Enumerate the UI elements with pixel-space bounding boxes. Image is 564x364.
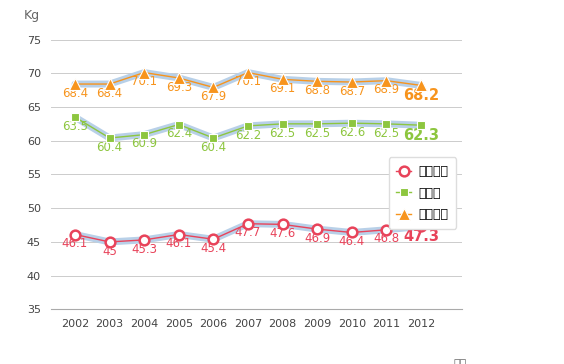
Text: 70.1: 70.1 <box>131 75 157 88</box>
Text: 46.4: 46.4 <box>338 235 365 248</box>
Text: 62.6: 62.6 <box>338 126 365 139</box>
Text: 69.3: 69.3 <box>166 81 192 94</box>
Text: 47.3: 47.3 <box>403 229 439 244</box>
Text: 연도
(Year): 연도 (Year) <box>434 359 466 364</box>
Text: 60.4: 60.4 <box>200 141 226 154</box>
Text: 60.4: 60.4 <box>96 141 122 154</box>
Text: 46.1: 46.1 <box>62 237 88 250</box>
Text: 62.5: 62.5 <box>373 127 399 139</box>
Text: 68.4: 68.4 <box>62 87 88 100</box>
Text: 47.7: 47.7 <box>235 226 261 240</box>
Text: 70.1: 70.1 <box>235 75 261 88</box>
Text: 68.8: 68.8 <box>304 84 330 97</box>
Text: 62.5: 62.5 <box>304 127 331 139</box>
Text: 68.4: 68.4 <box>96 87 122 100</box>
Text: 62.4: 62.4 <box>166 127 192 140</box>
Text: 69.1: 69.1 <box>270 82 296 95</box>
Text: 68.2: 68.2 <box>403 88 439 103</box>
Text: 47.6: 47.6 <box>270 227 296 240</box>
Text: 67.9: 67.9 <box>200 90 227 103</box>
Text: 46.8: 46.8 <box>373 233 399 245</box>
Text: 62.3: 62.3 <box>403 128 439 143</box>
Text: 63.5: 63.5 <box>62 120 88 133</box>
Text: 62.2: 62.2 <box>235 128 261 142</box>
Text: 45.4: 45.4 <box>200 242 226 255</box>
Legend: 초등학교, 중학교, 고등학교: 초등학교, 중학교, 고등학교 <box>389 158 456 229</box>
Text: 45: 45 <box>102 245 117 258</box>
Text: 46.9: 46.9 <box>304 232 331 245</box>
Text: 60.9: 60.9 <box>131 137 157 150</box>
Text: Kg: Kg <box>24 9 40 22</box>
Text: 62.5: 62.5 <box>270 127 296 139</box>
Text: 68.9: 68.9 <box>373 83 399 96</box>
Text: 46.1: 46.1 <box>166 237 192 250</box>
Text: 45.3: 45.3 <box>131 242 157 256</box>
Text: 68.7: 68.7 <box>339 85 365 98</box>
